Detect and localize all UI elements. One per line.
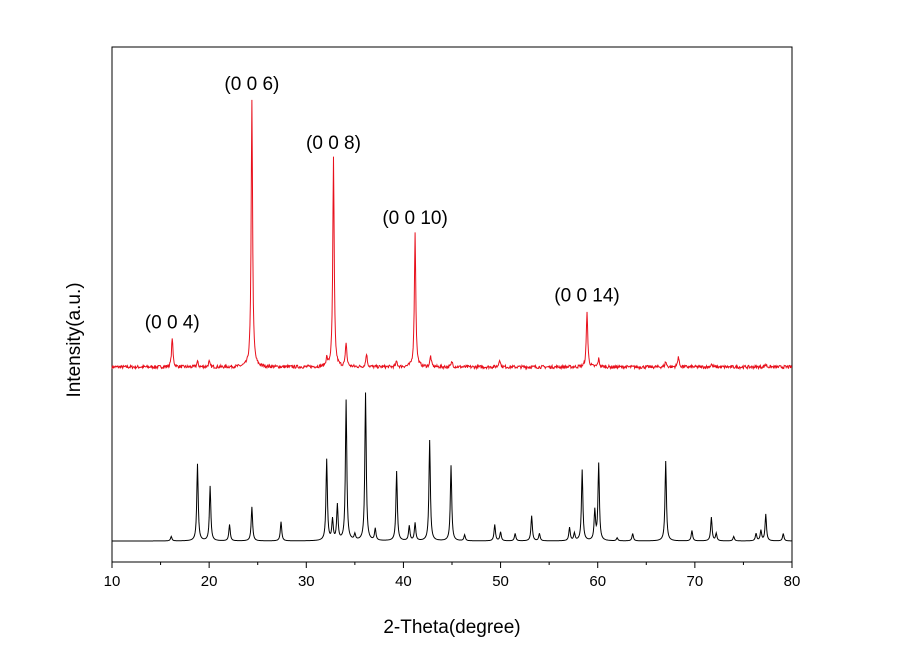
- x-axis-title: 2-Theta(degree): [383, 617, 520, 638]
- peak-annotations: (0 0 4) (0 0 6) (0 0 8) (0 0 10) (0 0 14): [145, 74, 620, 334]
- x-tick-label: 50: [492, 573, 509, 590]
- x-tick-label: 70: [687, 573, 704, 590]
- peak-label: (0 0 6): [224, 74, 279, 95]
- peak-label: (0 0 10): [382, 208, 447, 229]
- peak-label: (0 0 14): [554, 286, 619, 307]
- series-layer: [111, 99, 793, 542]
- x-tick-label: 30: [298, 573, 315, 590]
- x-axis: 10 20 30 40 50 60 70 80: [104, 562, 801, 590]
- x-tick-label: 60: [589, 573, 606, 590]
- peak-label: (0 0 4): [145, 313, 200, 334]
- peak-label: (0 0 8): [306, 133, 361, 154]
- x-tick-label: 20: [201, 573, 218, 590]
- x-tick-label: 40: [395, 573, 412, 590]
- x-tick-label: 80: [784, 573, 801, 590]
- series-line-2: [112, 392, 793, 542]
- y-axis-title: Intensity(a.u.): [64, 282, 85, 397]
- x-tick-label: 10: [104, 573, 121, 590]
- series-line-1: [111, 99, 793, 371]
